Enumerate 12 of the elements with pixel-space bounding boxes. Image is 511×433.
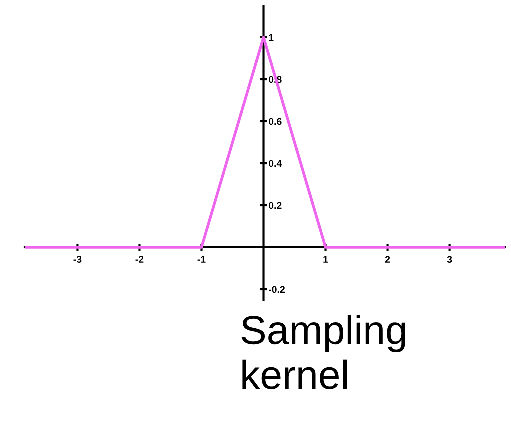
text: Sampling kernel bbox=[242, 315, 406, 390]
x-tick-label: -2 bbox=[136, 256, 144, 263]
x-tick-label: 3 bbox=[447, 256, 452, 263]
x-tick-label: 1 bbox=[324, 256, 328, 263]
x-tick-label: 2 bbox=[385, 256, 390, 263]
x-tick-label: -3 bbox=[74, 256, 82, 263]
y-tick-label: 0.6 bbox=[269, 118, 282, 126]
y-tick-label: 0.2 bbox=[269, 202, 282, 210]
y-tick-label: 0.4 bbox=[269, 160, 282, 168]
y-tick-label: 1 bbox=[269, 34, 274, 42]
x-tick-label: -1 bbox=[198, 256, 206, 263]
y-tick-label: -0.2 bbox=[269, 286, 285, 294]
